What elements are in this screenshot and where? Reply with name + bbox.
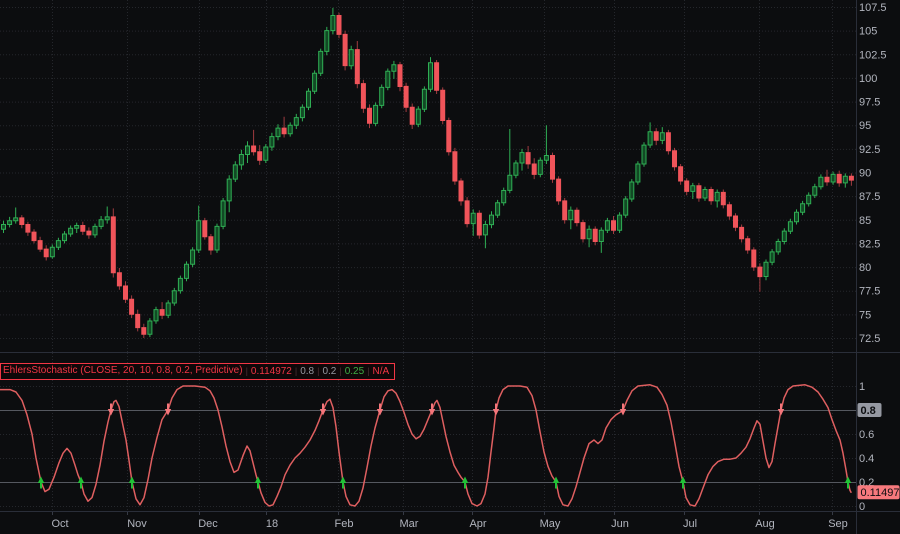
legend-separator: | (367, 365, 370, 376)
up-candle-bodies (1, 15, 848, 335)
legend-separator: | (317, 365, 320, 376)
time-tick-label: Jul (683, 518, 697, 530)
price-tick-label: 105 (859, 26, 877, 38)
indicator-legend[interactable]: EhlersStochastic (CLOSE, 20, 10, 0.8, 0.… (0, 363, 396, 380)
price-tick-label: 107.5 (859, 2, 887, 14)
price-tick-label: 77.5 (859, 286, 880, 298)
price-tick-label: 75 (859, 309, 871, 321)
legend-separator: | (245, 365, 248, 376)
indicator-status-value: 0.114972 (250, 365, 292, 377)
indicator-status-value: N/A (372, 365, 390, 377)
time-tick-label: Nov (127, 518, 147, 530)
indicator-tick-label: 1 (859, 381, 865, 393)
ehlers-stochastic-line[interactable] (0, 384, 852, 507)
price-axis[interactable]: 107.5 105 102.5 100 97.5 95 92.5 90 87.5 85 82.5 80… (859, 2, 887, 345)
price-tick-label: 85 (859, 215, 871, 227)
indicator-level-lines (0, 410, 856, 483)
time-tick-label: Aug (755, 518, 775, 530)
grid-lines (0, 0, 856, 511)
price-tick-label: 72.5 (859, 333, 880, 345)
price-tick-label: 92.5 (859, 144, 880, 156)
time-tick-label: Dec (198, 518, 218, 530)
time-axis[interactable]: Oct Nov Dec 18 Feb Mar Apr May Jun Jul Aug Sep (51, 512, 848, 530)
down-candle-bodies (19, 15, 854, 335)
last-value-badge (857, 485, 900, 500)
price-tick-label: 100 (859, 73, 877, 85)
indicator-status-values: | 0.114972 | 0.8 | 0.2 | 0.25 | N/A (243, 364, 390, 379)
indicator-tick-label: 0 (859, 501, 865, 513)
indicator-status-value: 0.2 (322, 365, 337, 377)
legend-separator: | (339, 365, 342, 376)
level-badge (857, 403, 882, 417)
legend-separator: | (294, 365, 298, 376)
time-tick-label: Oct (51, 518, 68, 530)
time-tick-label: Feb (335, 518, 354, 530)
price-tick-label: 102.5 (859, 49, 887, 61)
level-badge-label: 0.8 (861, 405, 876, 417)
indicator-axis[interactable]: 10.60.400.20.80.11497 (857, 381, 900, 513)
time-tick-label: Apr (469, 518, 486, 530)
indicator-status-value: 0.25 (344, 365, 365, 377)
price-tick-label: 95 (859, 120, 871, 132)
last-value-badge-label: 0.11497 (861, 487, 900, 499)
price-tick-label: 97.5 (859, 97, 880, 109)
time-tick-label: May (540, 518, 561, 530)
time-tick-label: Sep (828, 518, 848, 530)
time-tick-label: 18 (266, 518, 278, 530)
indicator-status-value: 0.8 (300, 365, 315, 377)
time-tick-label: Jun (611, 518, 629, 530)
indicator-tick-label: 0.6 (859, 429, 874, 441)
indicator-title[interactable]: EhlersStochastic (CLOSE, 20, 10, 0.8, 0.… (3, 365, 243, 376)
price-tick-label: 80 (859, 262, 871, 274)
candlestick-series[interactable] (1, 7, 854, 338)
price-tick-label: 82.5 (859, 238, 880, 250)
time-tick-label: Mar (400, 518, 419, 530)
price-tick-label: 90 (859, 168, 871, 180)
indicator-tick-label: 0.4 (859, 453, 874, 465)
price-tick-label: 87.5 (859, 191, 880, 203)
